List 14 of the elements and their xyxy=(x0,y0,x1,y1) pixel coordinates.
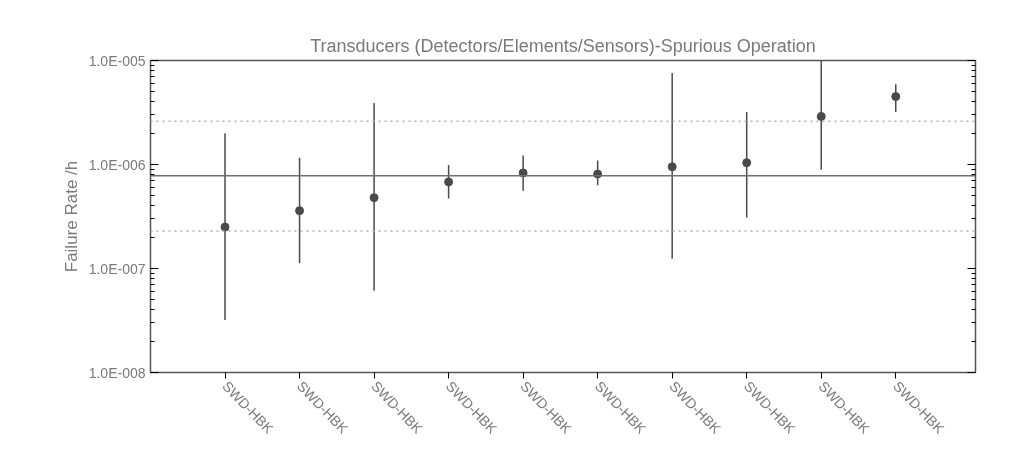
point xyxy=(220,222,230,232)
point xyxy=(295,206,305,216)
y-tick-label: 1.0E-008 xyxy=(88,364,146,381)
point xyxy=(816,111,826,121)
y-tick-label: 1.0E-006 xyxy=(88,156,146,173)
y-axis-title: Failure Rate /h xyxy=(61,160,81,273)
point xyxy=(742,158,752,168)
y-tick-label: 1.0E-007 xyxy=(88,260,146,277)
chart-title: Transducers (Detectors/Elements/Sensors)-Spurious Operation xyxy=(310,35,816,56)
y-tick-label: 1.0E-005 xyxy=(88,52,146,69)
point xyxy=(369,193,379,203)
point xyxy=(667,162,677,172)
point xyxy=(891,92,901,102)
point xyxy=(444,177,454,187)
